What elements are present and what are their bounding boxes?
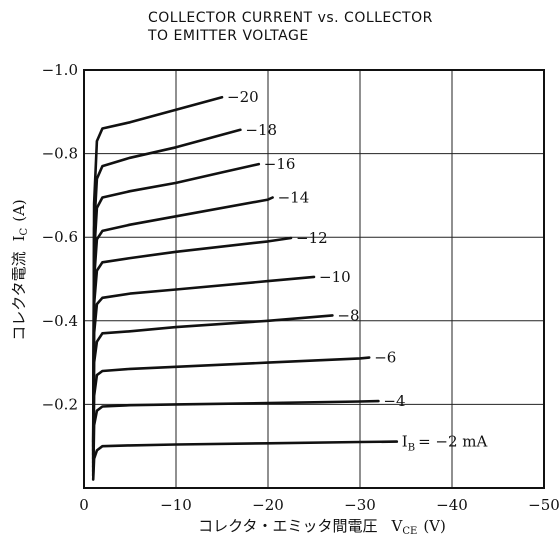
y-axis-label-unit: (A) [10, 199, 28, 222]
plot-frame [83, 69, 545, 489]
chart-title-line-2: TO EMITTER VOLTAGE [147, 28, 309, 44]
curve-label-ib-18: −18 [245, 121, 277, 139]
y-tick-label: −0.2 [42, 395, 78, 413]
y-tick-label: −0.4 [42, 312, 78, 330]
curve-ib-12 [91, 236, 293, 460]
y-tick-label: −0.6 [42, 228, 78, 246]
y-axis-label-text: コレクタ電流 [10, 251, 28, 340]
curve-label-ib-4: −4 [383, 392, 405, 410]
y-tick-labels: −0.2 −0.4 −0.6 −0.8 −1.0 [42, 61, 78, 413]
curve-ib-4 [91, 399, 380, 477]
curve-label-ib-8: −8 [337, 306, 359, 324]
y-axis-label: コレクタ電流 IC (A) [10, 199, 30, 341]
curve-label-ib-20: −20 [227, 88, 259, 106]
x-tick-label: −50 [528, 496, 560, 514]
characteristic-curves [91, 95, 399, 481]
y-axis-label-subscript: C [19, 227, 30, 235]
x-tick-labels: 0 −10 −20 −30 −40 −50 [79, 496, 560, 514]
curve-label-rest: = −2 mA [418, 433, 487, 451]
curve-label-ib-16: −16 [264, 155, 296, 173]
y-tick-label: −1.0 [42, 61, 78, 79]
curve-label-ib-12: −12 [296, 229, 328, 247]
y-axis-label-symbol: I [10, 235, 28, 241]
grid-lines [84, 70, 544, 488]
x-axis-label-unit: (V) [423, 517, 446, 535]
curve-ib-6 [91, 356, 371, 473]
x-tick-label: −10 [160, 496, 192, 514]
curve-label-ib-10: −10 [319, 268, 351, 286]
curve-label-symbol: I [402, 433, 408, 451]
x-tick-label: −30 [344, 496, 376, 514]
curve-label-ib-14: −14 [278, 188, 310, 206]
curve-labels: IB = −2 mA −4 −6 −8 −10 −12 −14 −16 −18 −20 [227, 88, 488, 453]
curve-ib-18 [91, 128, 242, 448]
x-tick-label: −20 [252, 496, 284, 514]
curve-label-ib-6: −6 [374, 349, 396, 367]
curve-label-ib-2: IB = −2 mA [402, 433, 488, 454]
x-axis-label: コレクタ・エミッタ間電圧 VCE (V) [198, 517, 446, 537]
x-axis-label-text: コレクタ・エミッタ間電圧 [198, 517, 377, 535]
curve-label-subscript: B [408, 443, 415, 454]
x-axis-label-symbol: V [391, 517, 404, 535]
x-tick-label: 0 [79, 496, 89, 514]
y-tick-label: −0.8 [42, 145, 78, 163]
curve-ib-2 [91, 440, 399, 481]
curve-ib-20 [91, 95, 224, 444]
chart-title-line-1: COLLECTOR CURRENT vs. COLLECTOR [148, 10, 433, 26]
x-axis-label-subscript: CE [402, 526, 417, 537]
x-tick-label: −40 [436, 496, 468, 514]
